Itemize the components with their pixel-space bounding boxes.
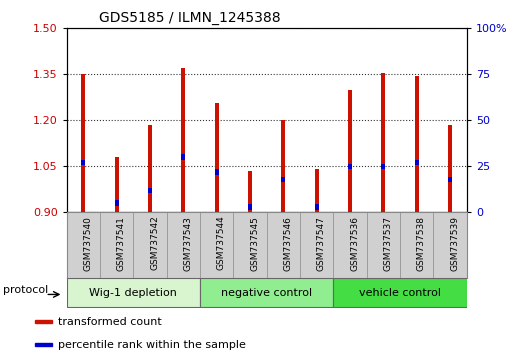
Bar xyxy=(200,279,333,307)
Bar xyxy=(215,169,219,175)
Bar xyxy=(382,164,385,169)
Text: GSM737547: GSM737547 xyxy=(317,216,326,270)
Text: GSM737538: GSM737538 xyxy=(417,216,426,271)
Text: GSM737546: GSM737546 xyxy=(283,216,292,270)
Bar xyxy=(415,160,419,165)
Text: vehicle control: vehicle control xyxy=(359,288,441,298)
Text: GSM737539: GSM737539 xyxy=(450,216,459,271)
Bar xyxy=(182,154,185,160)
Bar xyxy=(182,68,185,212)
Bar xyxy=(115,157,119,212)
Text: GSM737544: GSM737544 xyxy=(216,216,226,270)
Bar xyxy=(415,76,419,212)
Bar xyxy=(35,343,51,346)
Text: Wig-1 depletion: Wig-1 depletion xyxy=(89,288,177,298)
Text: GSM737545: GSM737545 xyxy=(250,216,259,270)
Bar xyxy=(148,188,152,193)
Bar xyxy=(348,90,352,212)
Bar xyxy=(448,177,452,182)
Text: GSM737536: GSM737536 xyxy=(350,216,359,271)
Bar xyxy=(115,200,119,206)
Bar xyxy=(248,171,252,212)
Text: GSM737537: GSM737537 xyxy=(384,216,392,271)
Bar xyxy=(215,103,219,212)
Bar xyxy=(382,73,385,212)
Text: GSM737541: GSM737541 xyxy=(116,216,126,270)
Text: protocol: protocol xyxy=(3,285,49,295)
Bar xyxy=(282,120,285,212)
Bar xyxy=(282,177,285,182)
Text: negative control: negative control xyxy=(221,288,312,298)
Text: GSM737543: GSM737543 xyxy=(183,216,192,270)
Bar xyxy=(82,74,85,212)
Text: GSM737542: GSM737542 xyxy=(150,216,159,270)
Bar xyxy=(67,279,200,307)
Bar xyxy=(248,204,252,210)
Text: GSM737540: GSM737540 xyxy=(83,216,92,270)
Text: percentile rank within the sample: percentile rank within the sample xyxy=(58,339,246,350)
Bar xyxy=(348,164,352,169)
Bar xyxy=(315,204,319,210)
Bar xyxy=(448,125,452,212)
Bar xyxy=(35,320,51,323)
Bar xyxy=(82,160,85,165)
Bar xyxy=(333,279,467,307)
Text: transformed count: transformed count xyxy=(58,316,162,327)
Bar xyxy=(148,125,152,212)
Text: GDS5185 / ILMN_1245388: GDS5185 / ILMN_1245388 xyxy=(98,11,280,24)
Bar xyxy=(315,170,319,212)
